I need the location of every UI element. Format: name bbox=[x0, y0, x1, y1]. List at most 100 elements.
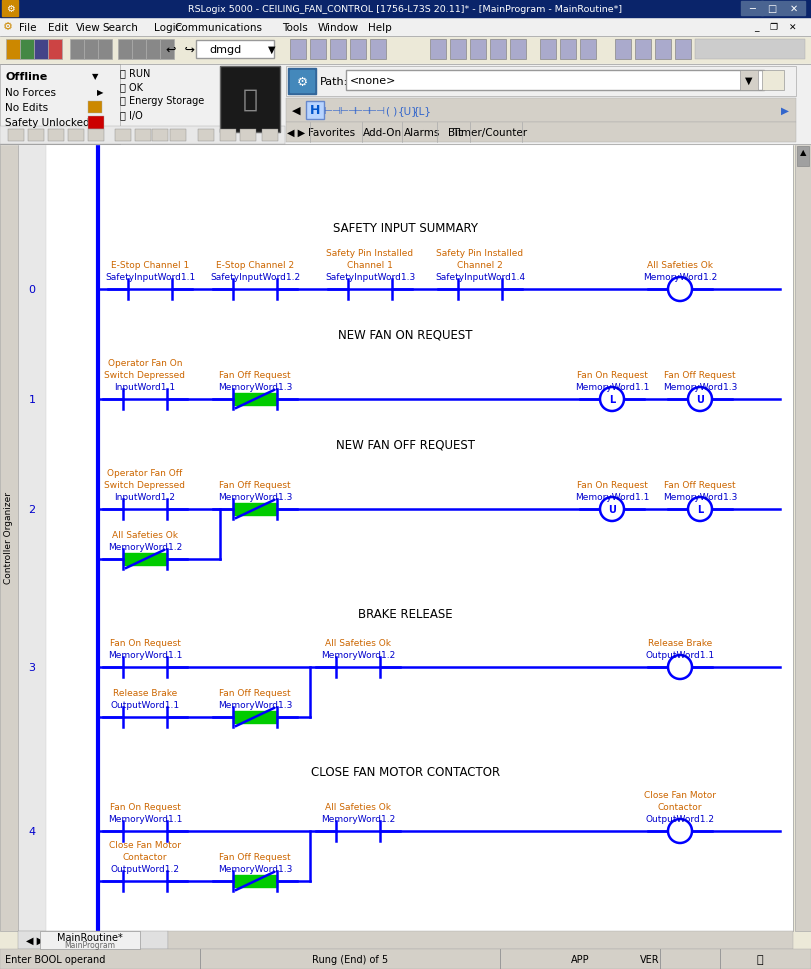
Text: ✕: ✕ bbox=[790, 4, 798, 14]
Text: Fan Off Request: Fan Off Request bbox=[664, 371, 736, 380]
Bar bbox=[675, 40, 691, 60]
Bar bbox=[84, 40, 98, 60]
Text: ▲: ▲ bbox=[800, 148, 806, 157]
Text: Fan Off Request: Fan Off Request bbox=[219, 853, 291, 861]
Bar bbox=[48, 130, 64, 141]
Text: <none>: <none> bbox=[350, 76, 397, 86]
Text: MemoryWord1.3: MemoryWord1.3 bbox=[218, 383, 292, 392]
Text: BRAKE RELEASE: BRAKE RELEASE bbox=[358, 608, 453, 621]
Bar bbox=[8, 130, 24, 141]
Text: Communications: Communications bbox=[174, 23, 262, 33]
Text: ❐: ❐ bbox=[770, 23, 778, 33]
Text: Channel 2: Channel 2 bbox=[457, 262, 503, 270]
Bar bbox=[615, 40, 631, 60]
Bar bbox=[0, 65, 120, 144]
Bar bbox=[290, 71, 314, 93]
Text: Add-On: Add-On bbox=[363, 128, 401, 138]
Bar bbox=[560, 40, 576, 60]
Bar bbox=[580, 40, 596, 60]
Text: ─: ─ bbox=[749, 4, 755, 14]
Text: Safety Pin Installed: Safety Pin Installed bbox=[327, 249, 414, 258]
Bar bbox=[740, 71, 758, 91]
Bar bbox=[233, 875, 277, 887]
Bar bbox=[795, 144, 811, 931]
Text: Path:: Path: bbox=[320, 77, 348, 87]
Text: 0: 0 bbox=[28, 285, 36, 295]
Text: OutputWord1.1: OutputWord1.1 bbox=[646, 651, 714, 660]
Text: L: L bbox=[609, 394, 615, 405]
Bar bbox=[88, 117, 104, 130]
Text: Release Brake: Release Brake bbox=[113, 689, 177, 698]
Bar bbox=[118, 40, 132, 60]
Text: MemoryWord1.1: MemoryWord1.1 bbox=[108, 815, 182, 824]
Text: ▼: ▼ bbox=[268, 45, 276, 55]
Bar bbox=[233, 711, 277, 723]
Text: SafetyInputWord1.3: SafetyInputWord1.3 bbox=[325, 273, 415, 282]
Bar bbox=[695, 40, 805, 60]
Bar bbox=[20, 40, 34, 60]
Text: APP: APP bbox=[571, 954, 590, 964]
Bar bbox=[196, 41, 274, 59]
Bar bbox=[286, 99, 796, 123]
Text: dmgd: dmgd bbox=[210, 45, 242, 55]
Bar bbox=[262, 130, 278, 141]
Text: MainRoutine*: MainRoutine* bbox=[57, 932, 123, 942]
Bar bbox=[70, 40, 84, 60]
Text: ⊢⊣: ⊢⊣ bbox=[323, 106, 341, 116]
Circle shape bbox=[668, 278, 692, 301]
Text: ▶: ▶ bbox=[97, 88, 103, 98]
Text: MemoryWord1.3: MemoryWord1.3 bbox=[218, 864, 292, 874]
Bar bbox=[170, 130, 186, 141]
Text: Switch Depressed: Switch Depressed bbox=[105, 481, 186, 490]
Bar bbox=[160, 40, 174, 60]
Text: All Safeties Ok: All Safeties Ok bbox=[647, 262, 713, 270]
Text: 3: 3 bbox=[28, 663, 36, 672]
Text: OutputWord1.1: OutputWord1.1 bbox=[110, 701, 179, 709]
Text: MemoryWord1.1: MemoryWord1.1 bbox=[108, 651, 182, 660]
Text: Operator Fan On: Operator Fan On bbox=[108, 359, 182, 368]
Text: Fan On Request: Fan On Request bbox=[109, 802, 180, 812]
Text: Alarms: Alarms bbox=[404, 128, 440, 138]
Text: SafetyInputWord1.1: SafetyInputWord1.1 bbox=[105, 273, 195, 282]
Text: ▶: ▶ bbox=[781, 106, 789, 116]
Bar bbox=[34, 40, 48, 60]
Text: Release Brake: Release Brake bbox=[648, 639, 712, 648]
Text: MainProgram: MainProgram bbox=[65, 941, 115, 950]
Bar bbox=[132, 40, 146, 60]
Bar bbox=[220, 130, 236, 141]
Text: ◀ ▶: ◀ ▶ bbox=[287, 128, 305, 138]
Bar bbox=[2, 1, 18, 17]
Text: U: U bbox=[608, 505, 616, 515]
Text: MemoryWord1.2: MemoryWord1.2 bbox=[321, 651, 395, 660]
Bar bbox=[40, 931, 140, 949]
Text: MemoryWord1.1: MemoryWord1.1 bbox=[575, 383, 649, 392]
Text: No Forces: No Forces bbox=[5, 88, 56, 98]
Bar bbox=[146, 40, 160, 60]
Text: {L}: {L} bbox=[413, 106, 431, 116]
Bar bbox=[330, 40, 346, 60]
Text: All Safeties Ok: All Safeties Ok bbox=[112, 531, 178, 540]
Text: ⬦: ⬦ bbox=[242, 88, 258, 111]
Bar bbox=[288, 69, 316, 95]
Text: Fan On Request: Fan On Request bbox=[109, 639, 180, 648]
Circle shape bbox=[600, 497, 624, 521]
Bar bbox=[48, 40, 62, 60]
Text: ⬜ Energy Storage: ⬜ Energy Storage bbox=[120, 96, 204, 106]
Text: NEW FAN OFF REQUEST: NEW FAN OFF REQUEST bbox=[336, 438, 475, 451]
Bar bbox=[233, 393, 277, 406]
Text: ⚙: ⚙ bbox=[3, 22, 13, 32]
Text: Edit: Edit bbox=[48, 23, 68, 33]
Text: OutputWord1.2: OutputWord1.2 bbox=[646, 815, 714, 824]
Bar bbox=[370, 40, 386, 60]
Text: ▼: ▼ bbox=[745, 76, 753, 86]
Text: Contactor: Contactor bbox=[658, 802, 702, 812]
Text: InputWord1.2: InputWord1.2 bbox=[114, 493, 175, 502]
Bar bbox=[18, 931, 168, 949]
Bar bbox=[98, 40, 112, 60]
Circle shape bbox=[668, 655, 692, 679]
Text: 🔧: 🔧 bbox=[757, 954, 763, 964]
Text: □: □ bbox=[767, 4, 777, 14]
Text: ⚙: ⚙ bbox=[296, 76, 307, 88]
Text: MemoryWord1.2: MemoryWord1.2 bbox=[643, 273, 717, 282]
Text: InputWord1.1: InputWord1.1 bbox=[114, 383, 175, 392]
